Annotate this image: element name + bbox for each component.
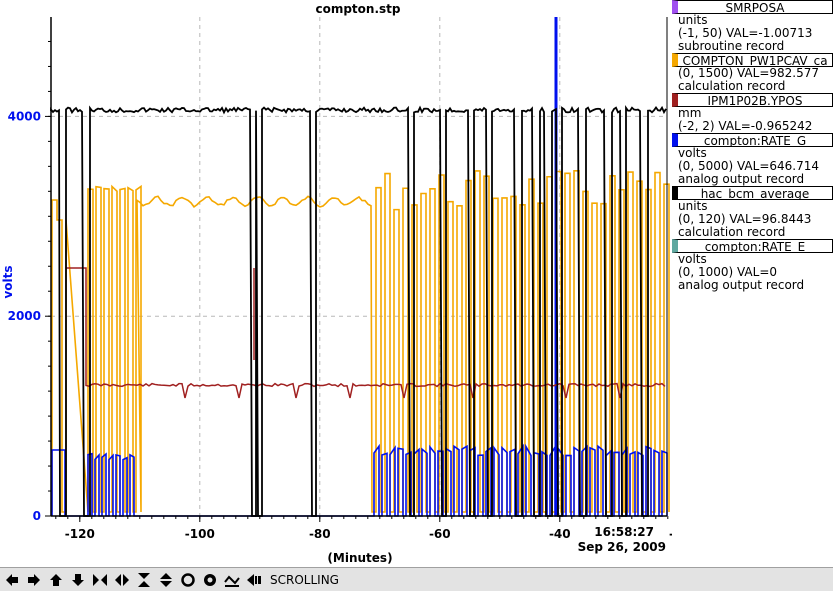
toolbar: SCROLLING	[0, 567, 833, 591]
legend-record: analog output record	[678, 172, 805, 186]
date-label: Sep 26, 2009	[578, 540, 666, 554]
arrow-left-icon[interactable]	[2, 570, 22, 590]
legend-range-val: (0, 1000) VAL=0	[678, 265, 778, 279]
legend-item-4[interactable]: hac_bcm_average	[672, 186, 833, 200]
strip-chart[interactable]: compton.stp 4000 2000 0 -120 -100 -80 -60 -40 -2…	[0, 0, 672, 567]
legend-range-val: (0, 120) VAL=96.8443	[678, 212, 812, 226]
legend-record: calculation record	[678, 225, 786, 239]
y-tick-label: 2000	[8, 309, 41, 323]
x-tick-label: -60	[429, 527, 451, 541]
legend-range-val: (-1, 50) VAL=-1.00713	[678, 26, 813, 40]
legend-panel: SMRPOSA units (-1, 50) VAL=-1.00713 subrout…	[672, 0, 833, 292]
zoom-in-y-icon[interactable]	[134, 570, 154, 590]
reset-icon[interactable]	[178, 570, 198, 590]
zoom-in-x-icon[interactable]	[90, 570, 110, 590]
arrow-right-icon[interactable]	[24, 570, 44, 590]
x-tick-label: -80	[309, 527, 331, 541]
y-axis-label: volts	[1, 265, 15, 298]
traces	[50, 17, 670, 517]
legend-item-2[interactable]: IPM1P02B.YPOS	[672, 93, 833, 107]
arrow-down-icon[interactable]	[68, 570, 88, 590]
legend-range-val: (-2, 2) VAL=-0.965242	[678, 119, 813, 133]
zoom-out-x-icon[interactable]	[112, 570, 132, 590]
stop-icon[interactable]	[200, 570, 220, 590]
axes: 4000 2000 0 -120 -100 -80 -60 -40 -20	[8, 17, 672, 541]
status-text: SCROLLING	[270, 572, 339, 587]
x-axis-label: (Minutes)	[327, 551, 392, 565]
legend-range-val: (0, 5000) VAL=646.714	[678, 159, 819, 173]
legend-record: calculation record	[678, 79, 786, 93]
legend-item-1[interactable]: COMPTON_PW1PCAV_ca	[672, 53, 833, 67]
x-tick-label: -20	[669, 527, 672, 541]
trace-compton-rate-g	[51, 443, 668, 517]
y-tick-label: 0	[33, 509, 41, 523]
legend-units: volts	[678, 252, 707, 266]
arrow-up-icon[interactable]	[46, 570, 66, 590]
x-tick-label: -120	[65, 527, 95, 541]
x-tick-label: -100	[185, 527, 215, 541]
chart-title: compton.stp	[315, 2, 400, 16]
legend-units: units	[678, 13, 708, 27]
x-tick-label: -40	[549, 527, 571, 541]
legend-item-5[interactable]: compton:RATE_E	[672, 239, 833, 253]
legend-units: mm	[678, 106, 702, 120]
legend-units: units	[678, 199, 708, 213]
y-tick-label: 4000	[8, 109, 41, 123]
legend-record: subroutine record	[678, 39, 785, 53]
trace-ipm1p02b-ypos	[66, 267, 666, 399]
legend-range-val: (0, 1500) VAL=982.577	[678, 66, 819, 80]
time-label: 16:58:27	[594, 525, 654, 539]
autoscale-icon[interactable]	[222, 570, 242, 590]
zoom-out-y-icon[interactable]	[156, 570, 176, 590]
legend-item-0[interactable]: SMRPOSA	[672, 0, 833, 14]
legend-item-3[interactable]: compton:RATE_G	[672, 133, 833, 147]
legend-units: volts	[678, 146, 707, 160]
trace-compton-pw1pcav	[51, 170, 670, 513]
scroll-back-icon[interactable]	[244, 570, 264, 590]
legend-record: analog output record	[678, 278, 805, 292]
